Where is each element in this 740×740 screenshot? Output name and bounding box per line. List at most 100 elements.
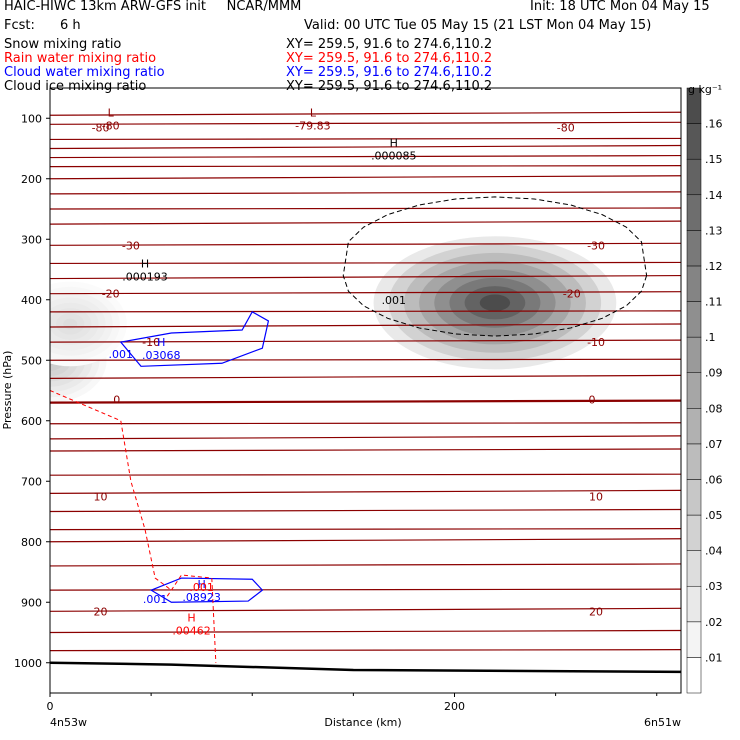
isotherm-label: 0 [113,394,120,407]
extremum-value-label: -79.83 [295,119,330,132]
field-cloud-ice-name: Cloud ice mixing ratio [4,79,147,94]
colorbar-label: .02 [705,616,723,629]
y-tick-label: 900 [21,596,42,609]
rain-contour-lower [166,574,217,663]
isotherm-label: 20 [589,605,603,618]
mixing-ratio-contours [50,196,681,674]
field-cloud-water-name: Cloud water mixing ratio [4,65,165,80]
extremum-kind-label: H [157,336,165,349]
isotherm-line [50,473,681,476]
cloud-water-contour-upper [119,311,270,367]
colorbar-label: .08 [705,402,723,415]
field-rain-xy: XY= 259.5, 91.6 to 274.6,110.2 [286,51,493,66]
isotherm-line [50,144,681,150]
colorbar-swatch [686,230,702,267]
isotherm-line [50,508,681,513]
x-tick-label: 200 [444,700,465,713]
init-time: Init: 18 UTC Mon 04 May 15 [530,0,710,14]
colorbar-label: .06 [705,473,723,486]
field-cloud-ice-xy: XY= 259.5, 91.6 to 274.6,110.2 [286,79,493,94]
x-start-location: 4n53w [50,716,87,729]
isotherm-line [50,242,681,246]
run-title: HAIC-HIWC 13km ARW-GFS init NCAR/MMM [4,0,302,14]
isotherm-line [50,261,681,265]
colorbar-swatch [686,408,702,445]
colorbar-swatch [686,550,702,587]
rain-contour [50,390,172,591]
cloud-ice-contour [342,196,648,337]
isotherm-line [50,191,681,195]
field-cloud-water-xy: XY= 259.5, 91.6 to 274.6,110.2 [286,65,493,80]
colorbar-swatch [686,265,702,302]
isotherm-line [50,422,681,425]
extremum-kind-label: H [390,137,398,150]
extremum-value-label: .000193 [122,271,168,284]
extremum-kind-label: H [187,611,195,624]
snow-shade-2-7 [63,318,78,330]
extremum-value-label: .08923 [182,591,221,604]
y-tick-label: 400 [21,294,42,307]
isotherm-line [50,374,681,379]
extremum-kind-label: L [310,106,317,119]
colorbar-label: .03 [705,580,723,593]
y-tick-label: 300 [21,233,42,246]
isotherm-label: -10 [142,336,160,349]
extremum-kind-label: H [141,258,149,271]
isotherm-label: -80 [557,121,575,134]
y-tick-label: 200 [21,173,42,186]
x-tick-label: 0 [47,700,54,713]
colorbar-label: .01 [705,651,723,664]
contour-value-label: .001 [109,348,134,361]
colorbar-label: .09 [705,367,723,380]
extremum-value-label: .03068 [142,349,181,362]
isotherm-line [50,399,681,404]
isotherm-line [50,310,681,313]
colorbar-swatch [686,621,702,658]
colorbar-swatch [686,585,702,623]
isotherm-label: -30 [122,239,140,252]
valid-time: Valid: 00 UTC Tue 05 May 15 (21 LST Mon … [304,18,652,33]
y-tick-label: 100 [21,112,42,125]
field-snow-name: Snow mixing ratio [4,37,122,52]
isotherm-line [50,448,681,452]
isotherm-line [50,588,681,591]
isotherm-label: -80 [92,121,110,134]
plot-frame [49,87,682,694]
isotherm-line [50,137,681,141]
colorbar-label: .05 [705,509,723,522]
colorbar-swatch [686,123,702,160]
y-tick-label: 600 [21,415,42,428]
isotherm-line [50,489,681,494]
colorbar-label: .14 [705,189,723,202]
isotherm-label: -20 [563,288,581,301]
colorbar-label: .1 [705,331,716,344]
x-end-location: 6n51w [644,716,681,729]
isotherm-line [50,563,681,567]
isotherm-line [50,649,681,652]
forecast-label: Fcst: [4,18,35,33]
cloud-water-contour-lower [149,577,264,603]
isotherm-line [50,323,681,328]
field-snow-xy: XY= 259.5, 91.6 to 274.6,110.2 [286,37,493,52]
colorbar-swatch [686,301,702,338]
y-tick-label: 1000 [14,657,42,670]
colorbar-swatch [686,443,702,480]
y-tick-label: 800 [21,536,42,549]
isotherm-line [50,220,681,225]
temperature-isotherms [50,111,681,652]
colorbar-swatch [686,657,702,694]
colorbar-label: .13 [705,224,723,237]
isotherm-line [50,629,681,634]
extremum-value-label: -80 [102,119,120,132]
isotherm-line [50,165,681,168]
snow-shade-0-7 [479,294,511,312]
terrain-line [50,661,681,674]
y-axis-title: Pressure (hPa) [1,351,14,430]
y-tick-label: 500 [21,354,42,367]
isotherm-line [50,291,681,295]
plot-border [49,87,682,694]
isotherm-line [50,175,681,180]
isotherm-label: 20 [94,605,108,618]
x-axis-title: Distance (km) [324,716,401,729]
